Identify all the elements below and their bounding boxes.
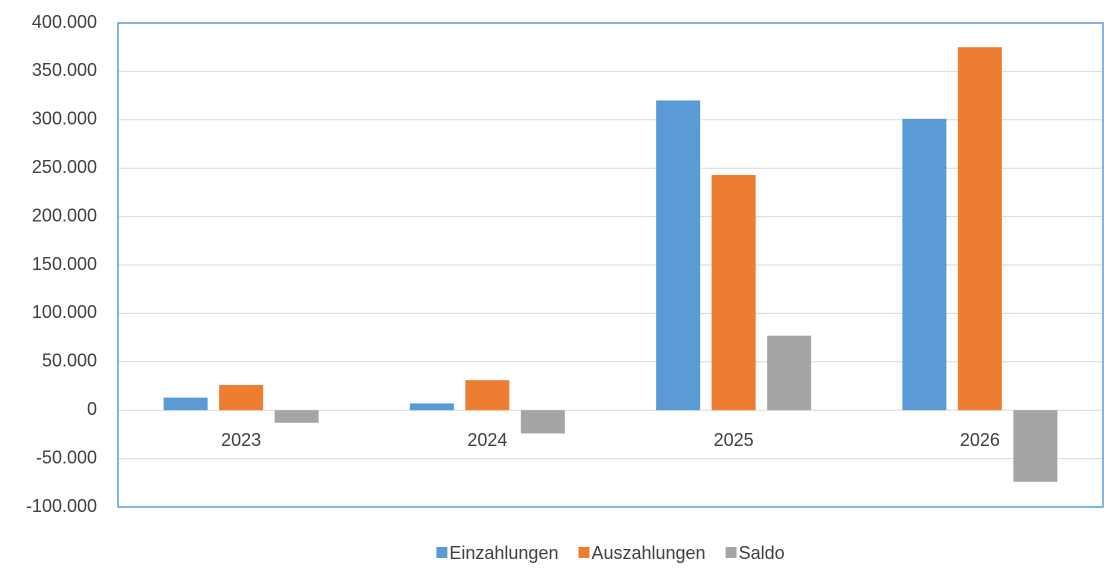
bar	[711, 174, 756, 411]
bar	[163, 397, 208, 411]
y-tick-label: 250.000	[32, 157, 97, 177]
y-tick-label: 400.000	[32, 12, 97, 32]
y-tick-label: 350.000	[32, 60, 97, 80]
y-tick-label: 50.000	[42, 351, 97, 371]
bar	[520, 410, 565, 434]
bar	[219, 385, 264, 411]
y-tick-label: -100.000	[26, 496, 97, 516]
bar	[957, 47, 1002, 411]
legend-label: Einzahlungen	[449, 543, 558, 563]
legend-label: Saldo	[739, 543, 785, 563]
legend-swatch	[725, 547, 737, 558]
plot-frame	[117, 22, 1104, 508]
y-tick-label: 200.000	[32, 205, 97, 225]
x-tick-label: 2025	[714, 430, 754, 450]
y-tick-label: 150.000	[32, 254, 97, 274]
legend-swatch	[436, 547, 448, 558]
y-tick-label: 300.000	[32, 109, 97, 129]
bar	[656, 100, 701, 411]
bar	[1013, 410, 1058, 482]
legend-label: Auszahlungen	[591, 543, 705, 563]
bar	[902, 118, 947, 411]
bar	[274, 410, 319, 423]
bar	[767, 335, 812, 411]
bar	[465, 380, 510, 411]
y-tick-label: -50.000	[36, 447, 97, 467]
x-tick-label: 2023	[221, 430, 261, 450]
x-tick-label: 2026	[960, 430, 1000, 450]
legend-swatch	[578, 547, 590, 558]
y-tick-label: 100.000	[32, 302, 97, 322]
y-tick-label: 0	[87, 399, 97, 419]
bar	[409, 403, 454, 411]
x-tick-label: 2024	[467, 430, 507, 450]
